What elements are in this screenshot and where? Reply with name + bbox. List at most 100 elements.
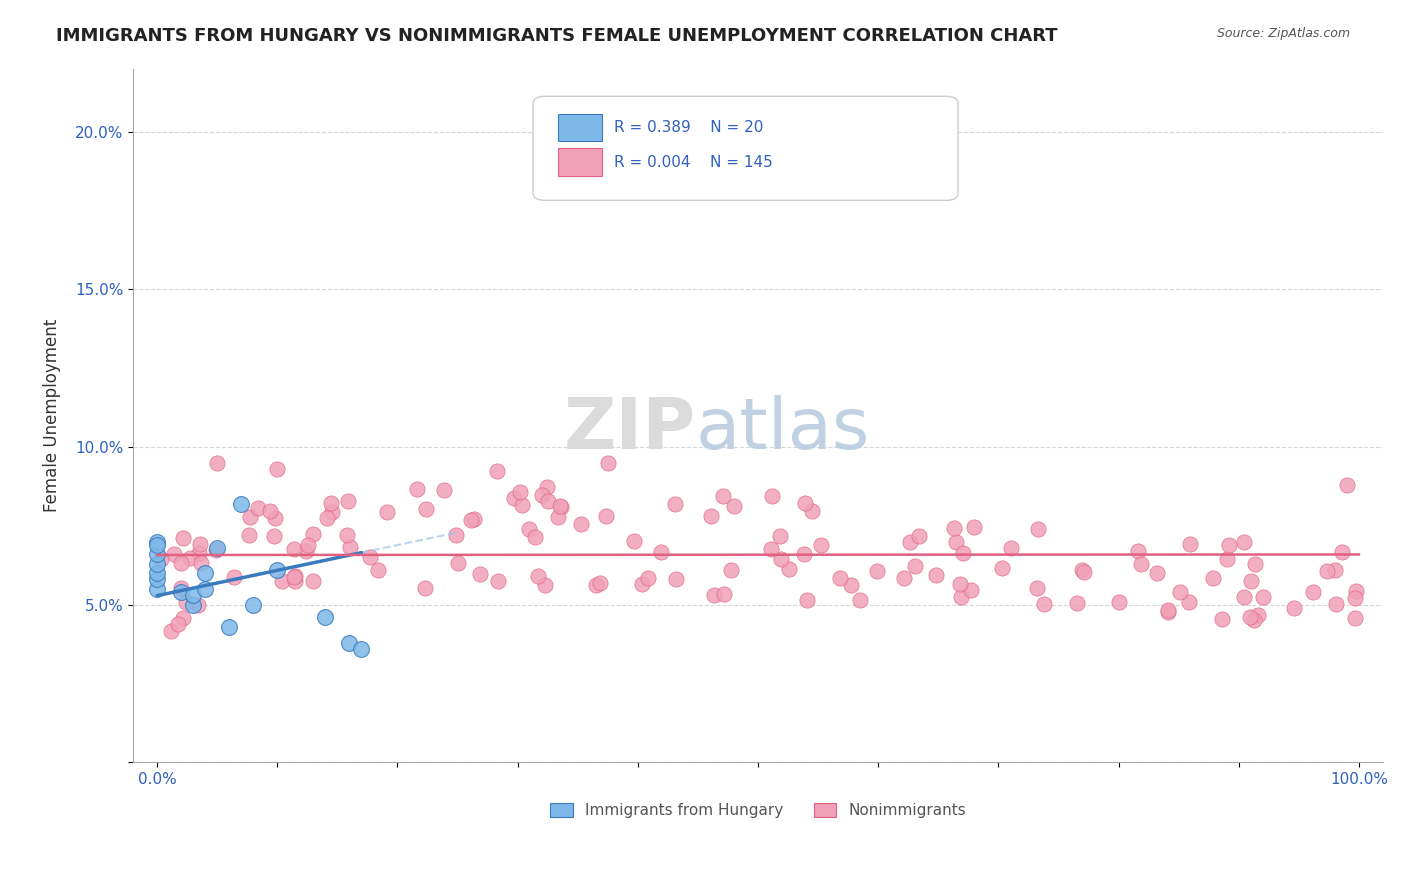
Point [665, 572, 688, 586]
Point [761, 489, 783, 503]
Point [1302, 584, 1324, 599]
Point [321, 505, 343, 519]
Point [1126, 543, 1149, 558]
Point [463, 512, 485, 526]
Point [531, 488, 554, 502]
Point [284, 574, 307, 589]
Point [1170, 585, 1192, 599]
Point [146, 557, 169, 571]
Point [194, 566, 217, 581]
Point [830, 571, 852, 585]
Point [713, 587, 735, 601]
Point [800, 504, 823, 518]
Point [866, 565, 889, 579]
Point [170, 556, 193, 570]
Point [179, 551, 201, 566]
Point [769, 551, 792, 566]
Point [207, 456, 229, 470]
Point [949, 590, 972, 604]
Point [637, 571, 659, 585]
Point [596, 456, 619, 470]
Point [190, 536, 212, 550]
Point [547, 509, 569, 524]
Point [295, 544, 318, 558]
Point [509, 484, 531, 499]
Point [595, 508, 617, 523]
Point [447, 556, 470, 570]
Point [1070, 563, 1092, 577]
Point [302, 574, 325, 588]
Point [759, 542, 782, 557]
Point [794, 496, 817, 510]
Point [769, 528, 792, 542]
Point [512, 498, 534, 512]
Point [908, 529, 931, 543]
Point [839, 577, 862, 591]
Point [181, 598, 204, 612]
Point [1211, 612, 1233, 626]
Text: atlas: atlas [696, 395, 870, 464]
Point [1108, 595, 1130, 609]
Point [146, 534, 169, 549]
Point [163, 547, 186, 561]
Point [650, 544, 672, 558]
Point [367, 563, 389, 577]
Point [1216, 552, 1239, 566]
Point [247, 500, 270, 515]
Point [524, 530, 547, 544]
Point [700, 508, 723, 523]
Point [1026, 582, 1049, 596]
Point [1232, 590, 1254, 604]
Point [1033, 597, 1056, 611]
Point [1233, 535, 1256, 549]
Point [517, 522, 540, 536]
Point [266, 563, 288, 577]
Point [166, 617, 188, 632]
Point [1157, 605, 1180, 619]
Point [664, 496, 686, 510]
Point [623, 534, 645, 549]
Point [302, 526, 325, 541]
Point [170, 581, 193, 595]
Point [1251, 591, 1274, 605]
Point [194, 582, 217, 596]
Point [207, 541, 229, 555]
Point [949, 576, 972, 591]
Bar [558, 113, 602, 141]
Point [316, 511, 339, 525]
Point [415, 501, 437, 516]
Text: ZIP: ZIP [564, 395, 696, 464]
Point [1146, 566, 1168, 581]
Point [149, 552, 172, 566]
Point [793, 547, 815, 561]
Point [548, 499, 571, 513]
Point [1178, 595, 1201, 609]
Point [585, 578, 607, 592]
Point [406, 482, 429, 496]
Point [377, 505, 399, 519]
Point [810, 538, 832, 552]
Point [990, 561, 1012, 575]
Point [1178, 537, 1201, 551]
Point [283, 570, 305, 584]
Point [146, 582, 169, 596]
Point [1073, 566, 1095, 580]
Point [1324, 564, 1347, 578]
Point [190, 556, 212, 570]
Point [1066, 596, 1088, 610]
Point [239, 509, 262, 524]
Point [1244, 558, 1267, 572]
Point [222, 570, 245, 584]
Point [460, 514, 482, 528]
Point [943, 521, 966, 535]
Legend: Immigrants from Hungary, Nonimmigrants: Immigrants from Hungary, Nonimmigrants [544, 797, 973, 824]
Point [146, 538, 169, 552]
Point [893, 571, 915, 585]
Point [963, 520, 986, 534]
Point [264, 511, 287, 525]
Point [1218, 538, 1240, 552]
Point [849, 592, 872, 607]
Point [283, 541, 305, 556]
Point [433, 483, 456, 497]
Point [589, 575, 612, 590]
